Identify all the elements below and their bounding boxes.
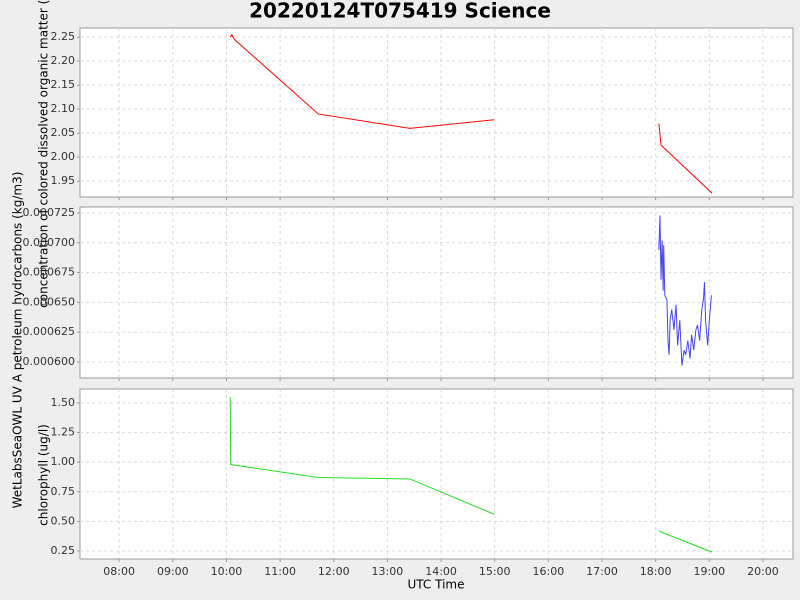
plot-area xyxy=(79,206,794,379)
chart-title: 20220124T075419 Science xyxy=(249,0,551,23)
x-tick-label: 20:00 xyxy=(747,565,779,578)
y-tick-label: 0.000725 xyxy=(23,206,76,219)
data-line xyxy=(229,397,713,553)
x-tick-label: 12:00 xyxy=(318,565,350,578)
y-tick-label: 0.000600 xyxy=(23,355,76,368)
data-line xyxy=(658,215,712,366)
y-tick-label: 0.000700 xyxy=(23,236,76,249)
x-tick-label: 13:00 xyxy=(372,565,404,578)
x-tick-label: 16:00 xyxy=(533,565,565,578)
y-tick-label: 1.00 xyxy=(51,455,76,468)
y-tick-label: 2.25 xyxy=(51,30,76,43)
x-tick-label: 18:00 xyxy=(640,565,672,578)
y-tick-label: 0.75 xyxy=(51,485,76,498)
y-tick-label: 2.05 xyxy=(51,126,76,139)
y-axis-label: concentration of colored dissolved organ… xyxy=(37,0,51,308)
y-tick-label: 0.000625 xyxy=(23,325,76,338)
x-tick-label: 11:00 xyxy=(264,565,296,578)
x-tick-label: 14:00 xyxy=(425,565,457,578)
y-tick-label: 0.000675 xyxy=(23,266,76,279)
y-tick-label: 2.20 xyxy=(51,54,76,67)
x-tick-label: 15:00 xyxy=(479,565,511,578)
data-line xyxy=(229,33,713,194)
y-tick-label: 0.000650 xyxy=(23,295,76,308)
y-tick-label: 1.25 xyxy=(51,426,76,439)
plot-area xyxy=(79,27,794,198)
y-tick-label: 1.50 xyxy=(51,396,76,409)
y-tick-label: 2.00 xyxy=(51,150,76,163)
y-tick-label: 1.95 xyxy=(51,174,76,187)
x-tick-label: 09:00 xyxy=(157,565,189,578)
x-tick-label: 08:00 xyxy=(103,565,135,578)
x-tick-label: 10:00 xyxy=(211,565,243,578)
y-tick-label: 0.25 xyxy=(51,544,76,557)
y-axis-label: chlorophyll (ug/l) xyxy=(37,424,51,526)
y-tick-label: 2.10 xyxy=(51,102,76,115)
y-axis-label: WetLabsSeaOWL UV A petroleum hydrocarbon… xyxy=(11,172,25,509)
x-tick-label: 17:00 xyxy=(586,565,618,578)
x-tick-label: 19:00 xyxy=(693,565,725,578)
plot-area xyxy=(79,388,794,560)
x-axis-label: UTC Time xyxy=(408,578,465,592)
y-tick-label: 2.15 xyxy=(51,78,76,91)
y-tick-label: 0.50 xyxy=(51,514,76,527)
